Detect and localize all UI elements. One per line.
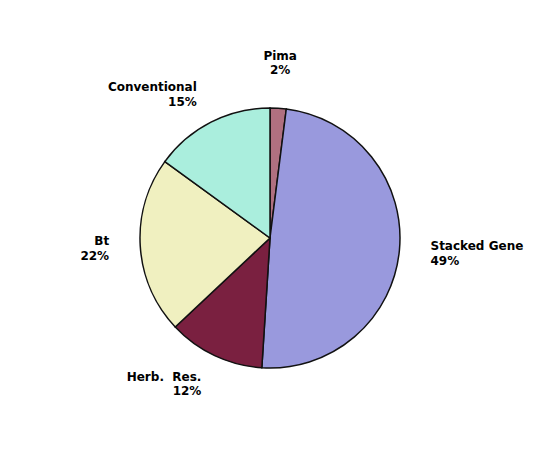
slice-value: 12% [173,384,202,398]
slice-value: 49% [430,254,459,268]
slice-label: Stacked Gene49% [430,239,523,267]
slice-name: Pima [263,49,297,63]
pie [140,108,400,368]
slice-label: Bt22% [80,234,109,262]
pie-slice [165,108,270,238]
slice-label: Conventional15% [108,80,197,108]
slice-value: 22% [80,249,109,263]
chart: Pima2% Stacked Gene49% Herb. Res.12% Bt22% C… [0,0,540,476]
pie-slice [262,109,400,368]
slice-label: Herb. Res.12% [127,370,202,398]
labels: Pima2% Stacked Gene49% Herb. Res.12% Bt22% C… [80,49,523,399]
slice-name: Herb. Res. [127,370,202,384]
slice-label: Pima2% [263,49,297,77]
slice-value: 15% [168,95,197,109]
slice-name: Conventional [108,80,197,94]
slice-value: 2% [270,63,290,77]
slice-name: Bt [94,234,109,248]
slice-name: Stacked Gene [430,239,523,253]
